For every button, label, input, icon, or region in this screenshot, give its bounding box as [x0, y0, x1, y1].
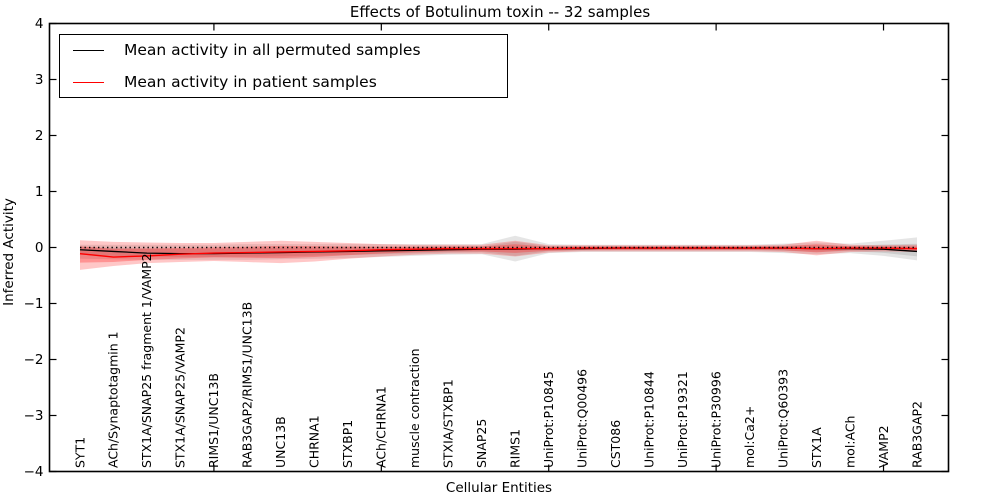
- legend-label-permuted: Mean activity in all permuted samples: [124, 41, 421, 59]
- legend-line-permuted-icon: [73, 49, 104, 51]
- chart-title: Effects of Botulinum toxin -- 32 samples: [349, 3, 651, 21]
- svg-text:RAB3GAP2: RAB3GAP2: [909, 401, 924, 468]
- svg-text:−3: −3: [24, 408, 44, 424]
- svg-text:−4: −4: [24, 464, 44, 480]
- patient-band: [80, 240, 917, 270]
- svg-text:−1: −1: [24, 296, 44, 312]
- x-axis-label: Cellular Entities: [445, 480, 553, 496]
- svg-text:UniProt:Q00496: UniProt:Q00496: [574, 369, 589, 468]
- svg-text:VAMP2: VAMP2: [876, 425, 891, 468]
- svg-text:ACh/CHRNA1: ACh/CHRNA1: [374, 386, 389, 468]
- svg-text:CHRNA1: CHRNA1: [307, 415, 322, 468]
- svg-text:mol:Ca2+: mol:Ca2+: [742, 406, 757, 468]
- svg-text:ACh/Synaptotagmin 1: ACh/Synaptotagmin 1: [106, 331, 121, 468]
- svg-text:SYT1: SYT1: [72, 437, 87, 468]
- legend: Mean activity in all permuted samples Me…: [59, 34, 508, 98]
- svg-text:CST086: CST086: [608, 420, 623, 468]
- svg-text:muscle contraction: muscle contraction: [407, 348, 422, 468]
- svg-text:RAB3GAP2/RIMS1/UNC13B: RAB3GAP2/RIMS1/UNC13B: [240, 302, 255, 468]
- legend-item-patient: Mean activity in patient samples: [60, 69, 507, 95]
- svg-text:UniProt:P10845: UniProt:P10845: [541, 371, 556, 468]
- svg-text:1: 1: [35, 184, 44, 200]
- svg-text:STX1A/SNAP25/VAMP2: STX1A/SNAP25/VAMP2: [173, 327, 188, 468]
- svg-text:4: 4: [35, 16, 44, 32]
- svg-text:UNC13B: UNC13B: [273, 416, 288, 468]
- svg-text:SNAP25: SNAP25: [474, 419, 489, 468]
- svg-text:2: 2: [35, 128, 44, 144]
- svg-text:RIMS1/UNC13B: RIMS1/UNC13B: [206, 373, 221, 468]
- svg-text:STX1A/SNAP25 fragment 1/VAMP2: STX1A/SNAP25 fragment 1/VAMP2: [139, 253, 154, 468]
- svg-text:RIMS1: RIMS1: [507, 429, 522, 468]
- legend-item-permuted: Mean activity in all permuted samples: [60, 37, 507, 63]
- legend-line-patient-icon: [73, 81, 104, 83]
- svg-text:mol:ACh: mol:ACh: [842, 416, 857, 469]
- svg-text:UniProt:P19321: UniProt:P19321: [675, 371, 690, 468]
- x-ticks: [213, 23, 885, 472]
- svg-text:UniProt:P30996: UniProt:P30996: [708, 371, 723, 468]
- svg-text:−2: −2: [24, 352, 44, 368]
- svg-text:STXBP1: STXBP1: [340, 420, 355, 468]
- svg-text:UniProt:Q60393: UniProt:Q60393: [775, 369, 790, 468]
- legend-label-patient: Mean activity in patient samples: [124, 73, 377, 91]
- y-ticks: [49, 22, 949, 473]
- y-tick-labels: 4 3 2 1 0 −1 −2 −3 −4: [24, 16, 44, 480]
- svg-text:0: 0: [35, 240, 44, 256]
- svg-text:UniProt:P10844: UniProt:P10844: [641, 371, 656, 468]
- x-category-labels: SYT1 ACh/Synaptotagmin 1 STX1A/SNAP25 frag…: [72, 253, 924, 468]
- svg-text:STX1A: STX1A: [809, 427, 824, 468]
- svg-text:3: 3: [35, 72, 44, 88]
- svg-text:STXIA/STXBP1: STXIA/STXBP1: [441, 379, 456, 468]
